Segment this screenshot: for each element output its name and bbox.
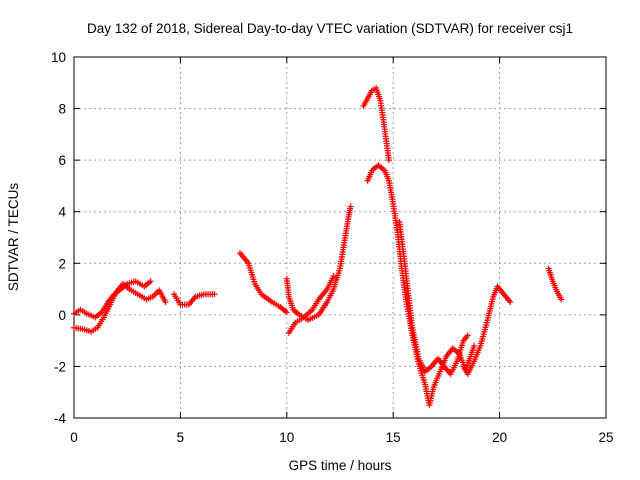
series-track-9 [460,283,514,378]
series-track-10 [545,265,565,303]
data-point [347,203,354,210]
data-point [147,278,154,285]
data-point [464,332,471,339]
series-track-8 [396,219,471,378]
y-tick-label: 10 [51,50,66,65]
data-point [283,309,290,316]
series-track-1 [71,280,169,335]
series-track-3 [236,249,290,316]
data-point [211,291,218,298]
axes [73,56,607,419]
data-point [162,298,169,305]
x-tick-label: 0 [70,430,78,445]
y-tick-label: -4 [54,411,66,426]
data-point [507,298,514,305]
series-track-6 [360,84,392,164]
y-axis-label: SDTVAR / TECUs [6,183,21,292]
series-track-7 [364,162,478,409]
x-axis-label: GPS time / hours [289,458,392,473]
chart-title: Day 132 of 2018, Sidereal Day-to-day VTE… [87,21,573,36]
y-tick-label: 0 [58,308,66,323]
y-tick-label: -2 [54,359,66,374]
data-point [471,342,478,349]
x-tick-label: 25 [598,430,613,445]
x-tick-label: 10 [279,430,294,445]
tick-labels: 0 5 10 15 20 25 -4 -2 0 2 4 6 8 10 [51,50,614,445]
y-tick-label: 8 [58,102,66,117]
x-tick-label: 15 [386,430,401,445]
y-tick-label: 2 [58,256,66,271]
series-track-4 [283,203,354,324]
series-track-2 [171,291,218,308]
data-point [385,157,392,164]
plot-border [73,56,607,419]
data-point [558,296,565,303]
x-tick-label: 5 [177,430,185,445]
data-points [71,84,565,409]
y-tick-label: 6 [58,153,66,168]
data-point [330,273,337,280]
grid [74,57,606,418]
series-track-5 [285,273,337,336]
y-tick-label: 4 [58,205,66,220]
x-tick-label: 20 [492,430,507,445]
